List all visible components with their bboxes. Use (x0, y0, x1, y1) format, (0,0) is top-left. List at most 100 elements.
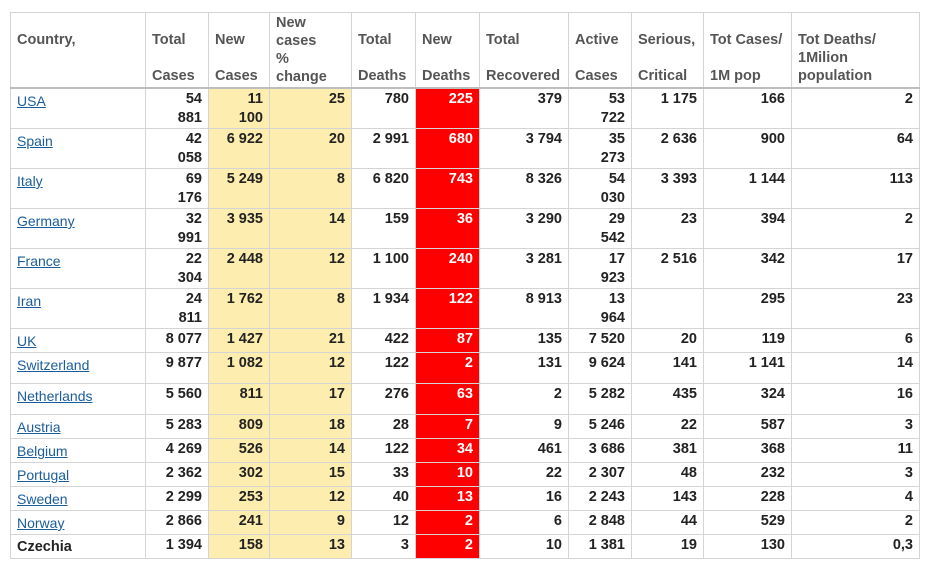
cell-cases-per-1m: 324 (703, 383, 792, 415)
cell-line: 35 (608, 131, 625, 147)
cell-serious-critical: 23 (631, 208, 704, 249)
cell-cases-per-1m: 900 (703, 128, 792, 169)
cell-pct-change: 14 (269, 438, 352, 463)
country-link[interactable]: Austria (17, 419, 61, 435)
cell-country[interactable]: UK (10, 328, 146, 353)
cell-line: 53 (608, 91, 625, 107)
cell-line: 100 (238, 110, 263, 126)
table-body: USA 54 881 11 100 25 780 225 379 53 722 1 175 166 2 Sp… (10, 87, 920, 559)
cell-active-cases: 2 848 (568, 510, 632, 535)
cell-line: 1 427 (226, 331, 263, 347)
cell-total-deaths: 1 100 (351, 248, 416, 289)
country-name: Czechia (17, 539, 72, 555)
cell-line: 302 (238, 465, 263, 481)
table-row: UK 8 077 1 427 21 422 87 135 7 520 20 119 6 (10, 328, 920, 353)
cell-total-cases: 9 877 (145, 352, 209, 384)
cell-total-recovered: 8 326 (479, 168, 569, 209)
country-link[interactable]: France (17, 253, 61, 269)
cell-new-deaths: 36 (415, 208, 480, 249)
cell-country[interactable]: Netherlands (10, 383, 146, 415)
cell-line: 5 246 (588, 417, 625, 433)
table-row: Spain 42 058 6 922 20 2 991 680 3 794 35 273 2 636… (10, 128, 920, 169)
cell-country[interactable]: Portugal (10, 462, 146, 487)
cell-total-recovered: 10 (479, 534, 569, 559)
table-row: Portugal 2 362 302 15 33 10 22 2 307 48 232 3 (10, 462, 920, 487)
header-country: Country, (10, 12, 146, 89)
cell-country[interactable]: Italy (10, 168, 146, 209)
cell-total-deaths: 276 (351, 383, 416, 415)
cell-total-recovered: 9 (479, 414, 569, 439)
country-link[interactable]: Norway (17, 515, 65, 531)
cell-new-deaths: 680 (415, 128, 480, 169)
cell-line: 17 (608, 251, 625, 267)
cell-pct-change: 13 (269, 534, 352, 559)
cell-total-deaths: 122 (351, 352, 416, 384)
header-deaths-per-1m: Tot Deaths/1Milion population (791, 12, 920, 89)
country-link[interactable]: Germany (17, 213, 75, 229)
cell-cases-per-1m: 342 (703, 248, 792, 289)
cell-line: 273 (600, 150, 625, 166)
cell-total-cases: 24 811 (145, 288, 209, 329)
cell-line: 2 362 (165, 465, 202, 481)
cell-total-cases: 2 362 (145, 462, 209, 487)
cell-new-deaths: 225 (415, 87, 480, 129)
cell-deaths-per-1m: 11 (791, 438, 920, 463)
header-total-cases: Total Cases (145, 12, 209, 89)
cell-total-cases: 1 394 (145, 534, 209, 559)
cell-serious-critical: 20 (631, 328, 704, 353)
country-link[interactable]: Portugal (17, 467, 70, 483)
country-link[interactable]: Netherlands (17, 388, 93, 404)
cell-total-cases: 32 991 (145, 208, 209, 249)
cell-total-cases: 5 560 (145, 383, 209, 415)
cell-pct-change: 8 (269, 288, 352, 329)
cell-deaths-per-1m: 4 (791, 486, 920, 511)
cell-deaths-per-1m: 2 (791, 208, 920, 249)
cell-new-deaths: 34 (415, 438, 480, 463)
cell-new-cases: 811 (208, 383, 270, 415)
country-link[interactable]: Iran (17, 293, 42, 309)
cell-active-cases: 9 624 (568, 352, 632, 384)
cell-line: 1 082 (226, 355, 263, 371)
cell-total-recovered: 3 794 (479, 128, 569, 169)
cell-country[interactable]: France (10, 248, 146, 289)
cell-country[interactable]: Belgium (10, 438, 146, 463)
cell-country[interactable]: USA (10, 87, 146, 129)
cell-pct-change: 21 (269, 328, 352, 353)
country-link[interactable]: Belgium (17, 443, 68, 459)
cell-line: 2 448 (226, 251, 263, 267)
country-link[interactable]: USA (17, 93, 46, 109)
cell-new-deaths: 10 (415, 462, 480, 487)
cell-country[interactable]: Spain (10, 128, 146, 169)
cell-country[interactable]: Germany (10, 208, 146, 249)
table-row: USA 54 881 11 100 25 780 225 379 53 722 1 175 166 2 (10, 87, 920, 129)
cell-country[interactable]: Sweden (10, 486, 146, 511)
cell-line: 964 (600, 310, 625, 326)
cell-line: 5 249 (226, 171, 263, 187)
country-link[interactable]: Spain (17, 133, 53, 149)
cell-line: 3 686 (588, 441, 625, 457)
cell-pct-change: 14 (269, 208, 352, 249)
cell-serious-critical: 143 (631, 486, 704, 511)
cell-new-cases: 241 (208, 510, 270, 535)
country-link[interactable]: Sweden (17, 491, 68, 507)
table-wrapper: Country, Total Cases New Cases New cases% ch… (10, 12, 920, 559)
cell-active-cases: 35 273 (568, 128, 632, 169)
cell-country[interactable]: Norway (10, 510, 146, 535)
country-link[interactable]: UK (17, 333, 37, 349)
country-link[interactable]: Italy (17, 173, 43, 189)
cell-new-deaths: 2 (415, 510, 480, 535)
cell-total-deaths: 422 (351, 328, 416, 353)
cell-deaths-per-1m: 113 (791, 168, 920, 209)
cell-line: 29 (608, 211, 625, 227)
cell-active-cases: 5 246 (568, 414, 632, 439)
cell-line: 69 (185, 171, 202, 187)
cell-line: 304 (177, 270, 202, 286)
cell-country[interactable]: Switzerland (10, 352, 146, 384)
cell-serious-critical: 1 175 (631, 87, 704, 129)
covid-stats-table: Country, Total Cases New Cases New cases% ch… (10, 12, 920, 559)
cell-line: 176 (177, 190, 202, 206)
cell-country[interactable]: Austria (10, 414, 146, 439)
country-link[interactable]: Switzerland (17, 357, 90, 373)
cell-line: 3 935 (226, 211, 263, 227)
cell-country[interactable]: Iran (10, 288, 146, 329)
